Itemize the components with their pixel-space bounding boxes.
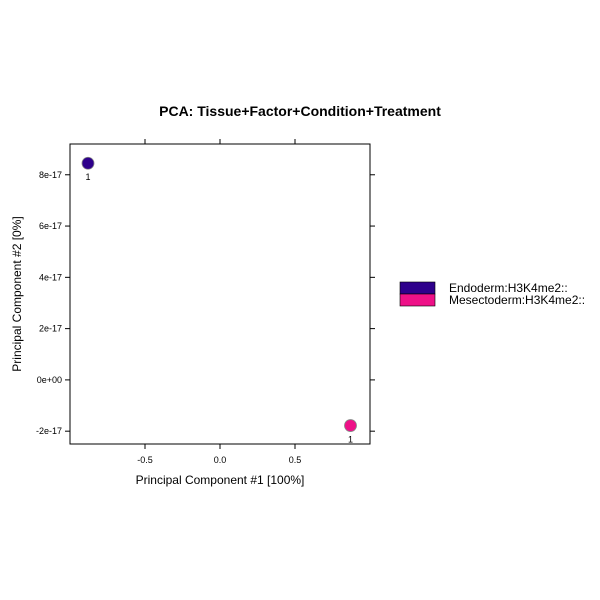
y-tick-label: 0e+00 <box>37 375 62 385</box>
data-point-label: 1 <box>85 172 90 182</box>
legend-swatch <box>399 281 436 295</box>
legend-label: Mesectoderm:H3K4me2:: <box>449 293 585 307</box>
plot-frame <box>69 143 371 445</box>
data-point-label: 1 <box>348 435 353 445</box>
data-point <box>344 419 357 432</box>
x-axis-label: Principal Component #1 [100%] <box>136 473 305 487</box>
legend-label: Endoderm:H3K4me2:: <box>449 281 568 295</box>
y-axis-ticks: -2e-17 0e+00 2e-17 4e-17 6e-17 8e-17 <box>36 170 375 436</box>
x-tick-label: 0.0 <box>214 455 227 465</box>
data-point <box>81 156 95 170</box>
x-axis-ticks: -0.5 0.0 0.5 <box>137 139 301 465</box>
y-tick-label: 4e-17 <box>39 272 62 282</box>
y-tick-label: 2e-17 <box>39 324 62 334</box>
legend: Endoderm:H3K4me2::Mesectoderm:H3K4me2:: <box>399 281 585 307</box>
legend-swatch <box>399 293 436 307</box>
y-tick-label: 8e-17 <box>39 170 62 180</box>
chart-title: PCA: Tissue+Factor+Condition+Treatment <box>159 103 441 119</box>
y-tick-label: -2e-17 <box>36 426 62 436</box>
x-tick-label: 0.5 <box>289 455 302 465</box>
y-tick-label: 6e-17 <box>39 221 62 231</box>
y-axis-label: Principal Component #2 [0%] <box>10 216 24 371</box>
data-points: 11 <box>81 156 357 445</box>
x-tick-label: -0.5 <box>137 455 153 465</box>
